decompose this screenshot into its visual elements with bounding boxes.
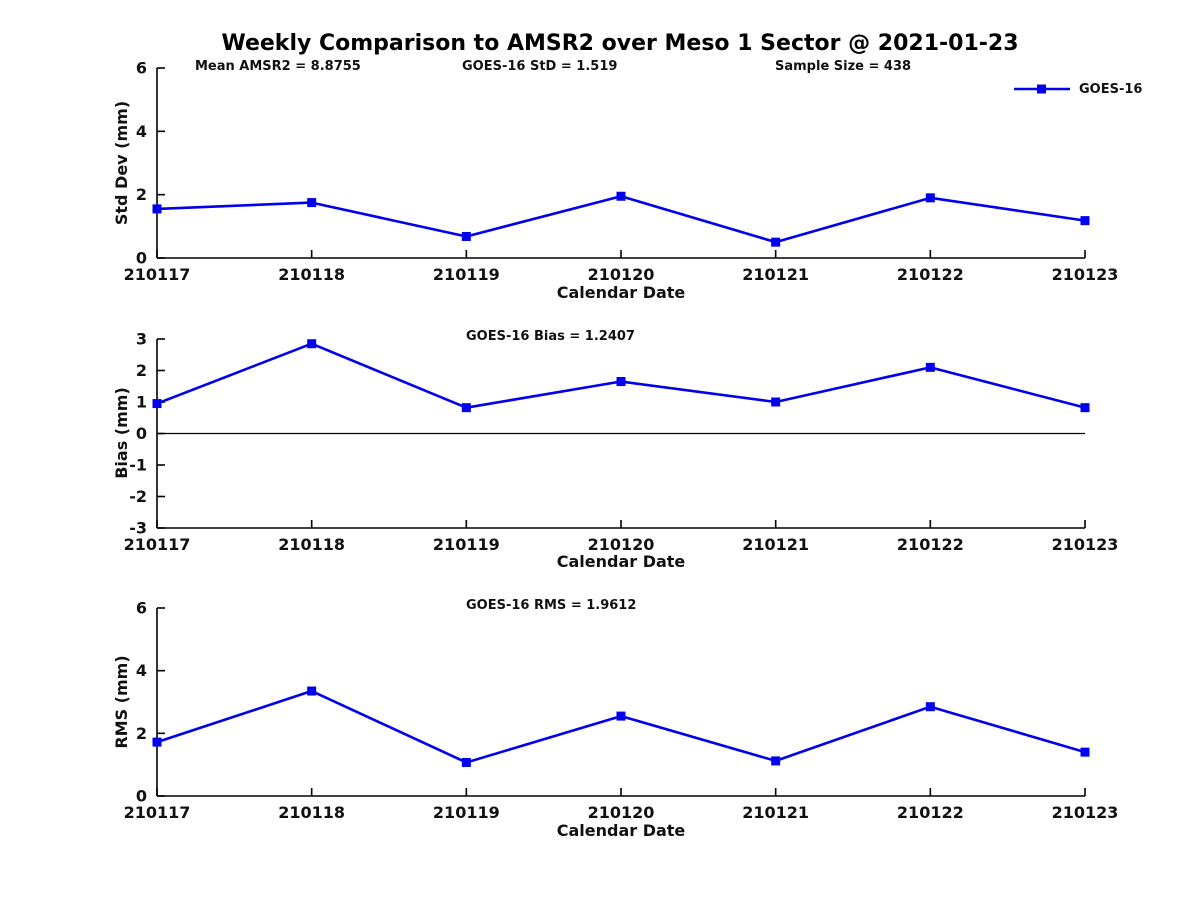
data-point-marker: [616, 377, 626, 387]
data-point-marker: [152, 399, 162, 409]
subplot-3: 0 2 4 6 210117 210118 210119 210120 210121 210122…: [124, 599, 1119, 823]
data-point-marker: [307, 686, 317, 696]
y-tick-label: -1: [129, 456, 147, 475]
x-tick-label: 210119: [433, 265, 500, 284]
annotation-goes16-rms: GOES-16 RMS = 1.9612: [466, 598, 637, 613]
x-axis-label-1: Calendar Date: [556, 283, 686, 302]
data-point-marker: [1080, 216, 1090, 226]
x-tick-label: 210121: [742, 803, 809, 822]
annotation-sample-size: Sample Size = 438: [775, 59, 912, 74]
y-tick-label: 2: [136, 361, 147, 380]
data-line: [156, 342, 1086, 409]
data-point-marker: [771, 756, 781, 766]
data-point-marker: [152, 737, 162, 747]
data-point-marker: [307, 198, 317, 208]
y-tick-label: 2: [136, 724, 147, 743]
data-point-marker: [771, 237, 781, 247]
data-line: [156, 194, 1086, 244]
x-tick-label: 210123: [1052, 803, 1119, 822]
x-tick-label: 210119: [433, 535, 500, 554]
x-tick-label: 210117: [124, 535, 191, 554]
data-point-marker: [1080, 403, 1090, 413]
x-tick-label: 210121: [742, 265, 809, 284]
data-point-marker: [616, 191, 626, 201]
y-tick-label: -3: [129, 519, 147, 538]
y-tick-label: 3: [136, 330, 147, 349]
x-tick-label: 210121: [742, 535, 809, 554]
x-tick-label: 210118: [278, 535, 345, 554]
x-tick-label: 210120: [588, 265, 655, 284]
x-tick-label: 210122: [897, 803, 964, 822]
x-tick-label: 210117: [124, 803, 191, 822]
y-tick-label: 2: [136, 185, 147, 204]
x-tick-label: 210120: [588, 535, 655, 554]
data-line: [156, 689, 1086, 764]
y-axis-label-stddev: Std Dev (mm): [112, 100, 131, 226]
y-axis-label-rms: RMS (mm): [112, 655, 131, 749]
x-axis-label-2: Calendar Date: [556, 552, 686, 571]
y-tick-label: 1: [136, 393, 147, 412]
x-tick-label: 210123: [1052, 535, 1119, 554]
y-tick-label: 0: [136, 424, 147, 443]
data-point-marker: [925, 702, 935, 712]
x-tick-label: 210118: [278, 265, 345, 284]
y-tick-label: 0: [136, 787, 147, 806]
x-tick-label: 210118: [278, 803, 345, 822]
x-tick-label: 210120: [588, 803, 655, 822]
legend-line-marker-icon: [1014, 84, 1070, 94]
y-tick-label: 6: [136, 59, 147, 78]
data-point-marker: [152, 204, 162, 214]
figure-title: Weekly Comparison to AMSR2 over Meso 1 S…: [221, 31, 1019, 56]
subplot-2: -3 -2 -1 0 1 2 3 210117 210118 210119 210120 210121…: [124, 330, 1119, 555]
y-tick-label: 0: [136, 249, 147, 268]
data-point-marker: [771, 397, 781, 407]
y-axis-label-bias: Bias (mm): [112, 387, 131, 479]
x-tick-label: 210123: [1052, 265, 1119, 284]
x-tick-label: 210122: [897, 535, 964, 554]
data-point-marker: [925, 362, 935, 372]
annotation-goes16-bias: GOES-16 Bias = 1.2407: [466, 329, 635, 344]
y-tick-label: 4: [136, 122, 147, 141]
x-tick-label: 210117: [124, 265, 191, 284]
x-tick-label: 210122: [897, 265, 964, 284]
data-point-marker: [1080, 747, 1090, 757]
subplot-1: 0 2 4 6 210117 210118 210119 210120 210121 210122…: [124, 59, 1119, 285]
y-tick-label: 6: [136, 599, 147, 618]
data-point-marker: [461, 403, 471, 413]
annotation-goes16-std: GOES-16 StD = 1.519: [462, 59, 618, 74]
y-tick-label: -2: [129, 487, 147, 506]
legend: GOES-16: [1013, 80, 1142, 98]
legend-label: GOES-16: [1079, 81, 1143, 97]
y-tick-label: 4: [136, 661, 147, 680]
data-point-marker: [616, 711, 626, 721]
data-point-marker: [307, 339, 317, 349]
x-tick-label: 210119: [433, 803, 500, 822]
x-axis-label-3: Calendar Date: [556, 821, 686, 840]
data-point-marker: [461, 231, 471, 241]
data-point-marker: [461, 757, 471, 767]
data-point-marker: [925, 193, 935, 203]
annotation-mean-amsr2: Mean AMSR2 = 8.8755: [195, 59, 361, 74]
